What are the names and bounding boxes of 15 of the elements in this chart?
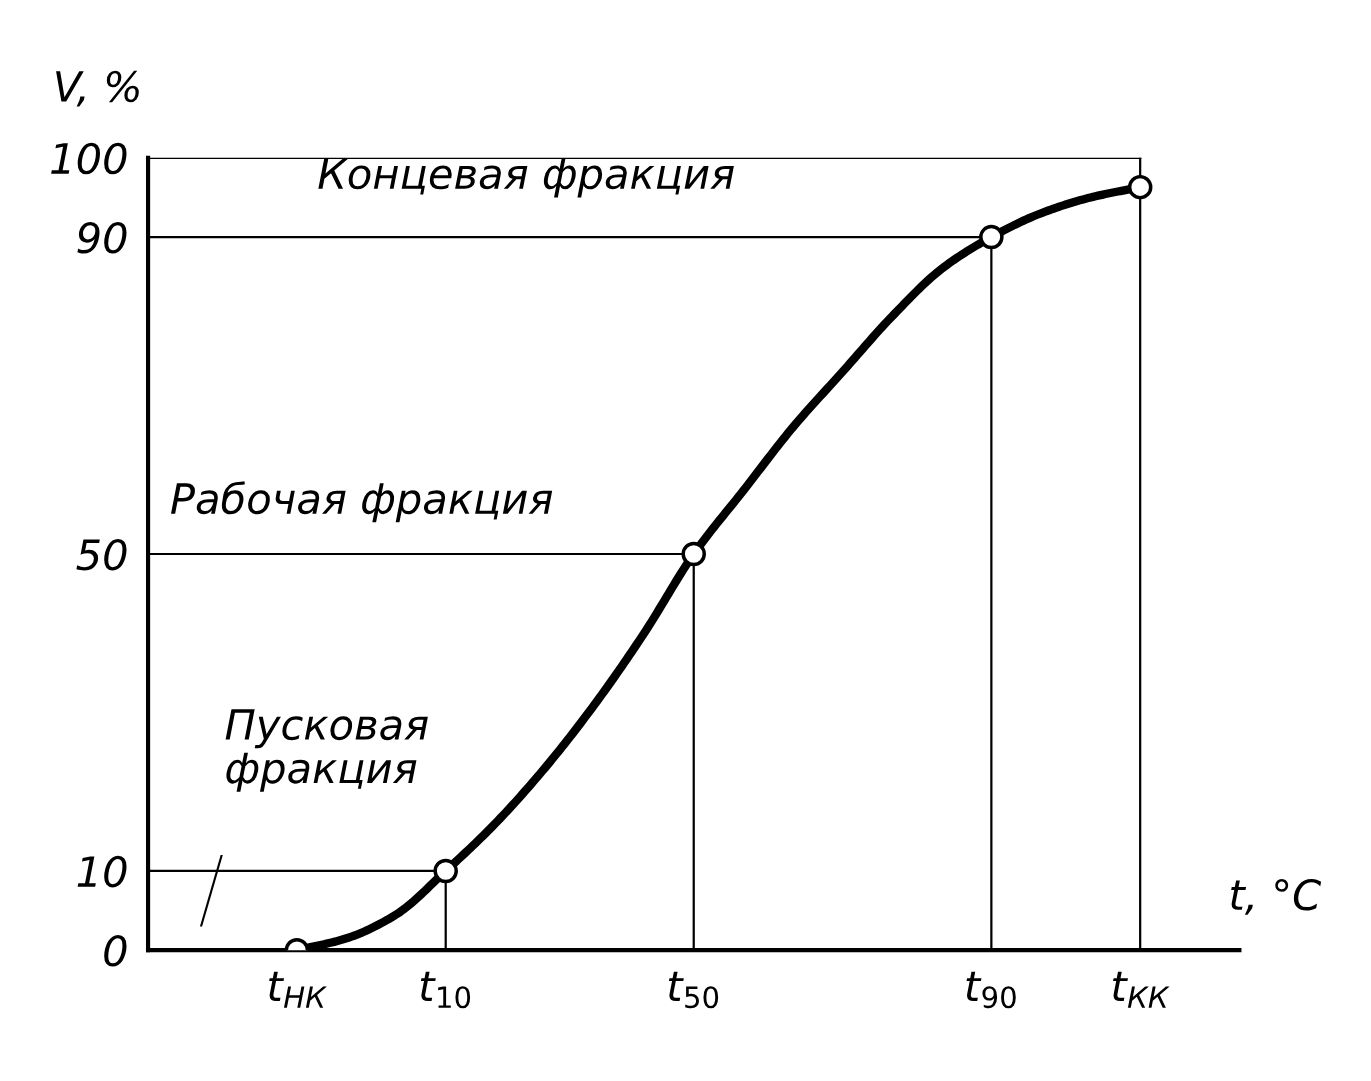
x-tick-label: t$_{90}$ (966, 971, 1016, 1009)
annotation: Концевая фракция (318, 158, 734, 198)
y-tick-label: 10 (77, 855, 127, 888)
y-tick-label: 90 (77, 221, 127, 254)
y-tick-label: 50 (76, 538, 127, 571)
annotation: Рабочая фракция (171, 481, 553, 523)
x-tick-label: t$_{50}$ (668, 971, 719, 1009)
y-axis-title: V, % (56, 70, 139, 107)
x-tick-label: t$_{КК}$ (1113, 971, 1170, 1008)
annotation: Пусковая фракция (225, 709, 428, 792)
x-axis-title: t, °C (1231, 878, 1322, 915)
y-tick-label: 0 (104, 935, 127, 967)
x-tick-label: t$_{10}$ (420, 971, 471, 1009)
x-tick-label: t$_{НК}$ (269, 971, 327, 1008)
y-tick-label: 100 (51, 142, 127, 175)
